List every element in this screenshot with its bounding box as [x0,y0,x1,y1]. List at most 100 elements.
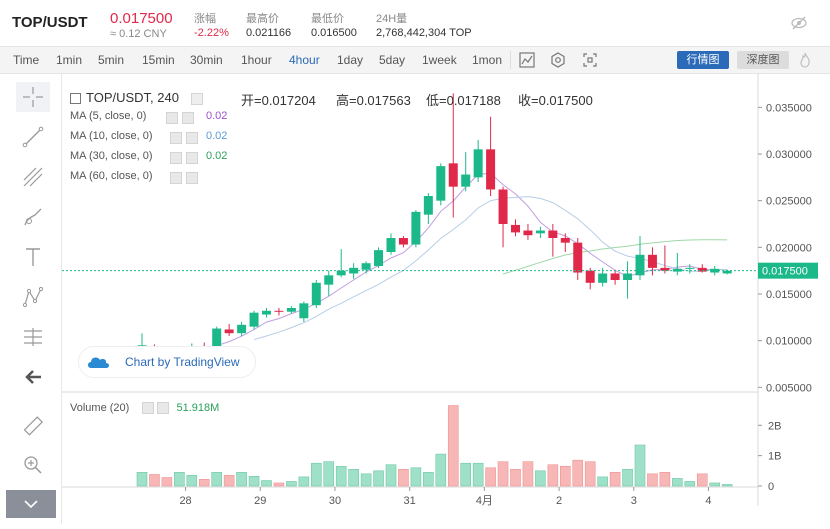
settings-icon[interactable] [170,171,182,184]
volume-bar [360,473,372,487]
time-tick-label: 31 [404,495,416,507]
price-tick-label: 0.005000 [766,382,812,394]
price-chart[interactable]: 0.035000 0.030000 0.025000 0.020000 0.015000… [62,74,830,524]
settings-icon[interactable] [548,51,568,69]
timeframe-1hour[interactable]: 1hour [241,53,272,67]
pair-name: TOP/USDT [12,14,88,31]
close-icon[interactable] [182,111,195,124]
volume-bar [373,470,384,487]
volume-bar [634,444,646,487]
high-label: 最高价 [246,13,279,25]
close-icon[interactable] [157,402,170,415]
candle-body [336,270,346,276]
collapse-legend-icon[interactable] [70,93,81,105]
timeframe-4hour[interactable]: 4hour [289,53,320,67]
candle-body [473,149,483,178]
timeframe-30min[interactable]: 30min [190,53,223,67]
timeframe-5min[interactable]: 5min [98,53,125,67]
volume-bar [223,475,235,487]
settings-icon[interactable] [142,402,155,415]
settings-icon[interactable] [170,131,182,144]
timeframe-1mon[interactable]: 1mon [472,53,503,67]
time-tick-label: 4月 [476,495,493,507]
candle-body [411,211,421,245]
candle-body [262,310,271,315]
candle-body [498,189,508,224]
volume-bar [335,465,347,487]
collapse-toolbar-button[interactable] [6,490,56,518]
timeframe-time[interactable]: Time [13,53,40,67]
volume-bar [311,462,322,487]
high-value: 0.021166 [246,27,292,39]
current-price-label: 0.017500 [762,266,808,278]
volume-bar [510,468,521,487]
trendline-tool[interactable] [16,122,50,152]
volume-bar [198,479,210,487]
ohlc-open: 开=0.017204 [241,93,316,108]
volume-bar [410,467,422,487]
volume-bar [273,482,285,487]
candle-body [660,267,670,271]
tradingview-watermark[interactable]: Chart by TradingView [78,346,256,378]
timeframe-15min[interactable]: 15min [142,53,175,67]
price-tick-label: 0.020000 [766,242,812,254]
ma5-label: MA (5, close, 0) [70,110,147,122]
chart-area[interactable]: 0.035000 0.030000 0.025000 0.020000 0.015000… [62,74,830,524]
volume-bar [472,462,484,487]
ruler-tool[interactable] [16,412,50,442]
fullscreen-icon[interactable] [580,51,600,69]
time-tick-label: 28 [179,495,191,507]
volume-bar [186,475,198,487]
time-tick-label: 30 [329,495,341,507]
timeframe-5day[interactable]: 5day [379,53,406,67]
back-tool[interactable] [16,362,50,392]
measure-tool[interactable] [16,322,50,352]
volume-bar [323,461,335,487]
market-chart-button[interactable]: 行情图 [677,51,729,69]
candle-body [573,242,583,273]
zoom-tool[interactable] [16,450,50,480]
ma60-controls [170,169,199,187]
text-tool[interactable] [16,242,50,272]
flame-icon[interactable] [797,51,813,69]
close-icon[interactable] [186,151,199,164]
volume-bar [559,465,571,487]
candle-body [598,273,608,283]
volume-bar [572,459,584,487]
volume-bar [435,453,447,487]
candle-body [610,273,620,280]
volume-bar [236,472,247,487]
fib-tool[interactable] [16,162,50,192]
brush-tool[interactable] [16,202,50,232]
indicators-icon[interactable] [517,51,537,69]
volume-bar [684,481,696,487]
settings-icon[interactable] [170,151,182,164]
timeframe-1day[interactable]: 1day [337,53,364,67]
current-price-tag [758,262,818,279]
price-tick-label: 0.030000 [766,149,812,161]
hide-icon[interactable] [790,14,808,32]
pattern-tool[interactable] [16,282,50,312]
close-icon[interactable] [186,171,199,184]
timeframe-1min[interactable]: 1min [56,53,83,67]
candle-body [560,238,570,243]
volume-bar [398,468,409,487]
change-label: 涨幅 [194,13,216,25]
timeframe-1week[interactable]: 1week [422,53,457,67]
legend-settings-icon[interactable] [190,92,203,105]
candle-body [647,254,657,268]
crosshair-tool[interactable] [16,82,50,112]
volume-bar [547,464,559,487]
ohlc-low: 低=0.017188 [426,93,501,108]
ruler-icon [23,416,44,436]
depth-chart-button[interactable]: 深度图 [737,51,789,69]
volume-bar [485,467,496,487]
volume-bar [149,474,160,487]
volume-bar [423,472,434,487]
volume-bar [161,477,173,487]
volume-value: 51.918M [176,402,220,414]
close-icon[interactable] [186,131,199,144]
timeframe-toolbar: Time 1min 5min 15min 30min 1hour 4hour 1… [0,46,830,74]
volume-bar [659,472,671,487]
settings-icon[interactable] [166,111,178,124]
